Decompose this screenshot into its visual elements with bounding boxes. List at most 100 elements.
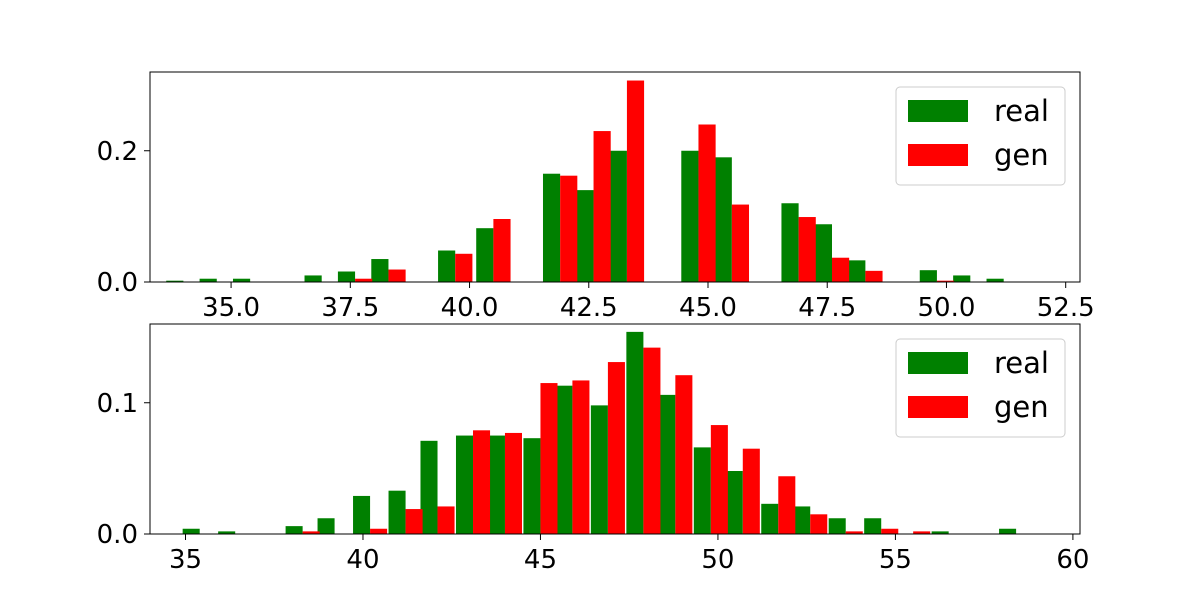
bar-gen bbox=[593, 131, 611, 282]
x-tick-label: 35 bbox=[169, 545, 202, 575]
bar-gen bbox=[698, 124, 716, 282]
bar-real bbox=[371, 259, 389, 282]
y-tick-label: 0.1 bbox=[97, 389, 138, 419]
x-tick-label: 42.5 bbox=[560, 293, 618, 323]
bar-real bbox=[420, 440, 438, 534]
bar-gen bbox=[405, 509, 423, 534]
bar-real bbox=[285, 526, 303, 534]
bar-gen bbox=[572, 380, 590, 534]
bar-gen bbox=[810, 514, 828, 534]
bar-real bbox=[626, 331, 644, 534]
legend-label-real: real bbox=[994, 94, 1049, 128]
bar-real bbox=[182, 528, 200, 534]
bar-gen bbox=[388, 269, 406, 282]
bar-real bbox=[609, 150, 627, 282]
bar-real bbox=[199, 278, 217, 282]
bar-gen bbox=[913, 531, 931, 534]
bottom-histogram-panel: 35 40 45 50 55 60 0.0 0.1 real gen bbox=[97, 323, 1089, 575]
bar-real bbox=[714, 157, 732, 282]
bar-gen bbox=[742, 448, 760, 534]
bar-real bbox=[793, 506, 811, 534]
bar-gen bbox=[626, 80, 645, 282]
bar-real bbox=[781, 203, 799, 282]
legend-swatch-gen bbox=[908, 396, 968, 418]
bar-real bbox=[317, 518, 335, 534]
bar-real bbox=[999, 528, 1017, 534]
bar-gen bbox=[302, 531, 320, 534]
legend-label-gen: gen bbox=[994, 390, 1049, 424]
y-tick-label: 0.0 bbox=[97, 268, 138, 298]
x-tick-label: 50 bbox=[701, 545, 734, 575]
y-tick-label: 0.2 bbox=[97, 137, 138, 167]
legend-label-gen: gen bbox=[994, 138, 1049, 172]
bar-real bbox=[304, 275, 322, 282]
bar-real bbox=[487, 435, 505, 534]
bar-gen bbox=[832, 257, 850, 282]
bar-real bbox=[218, 531, 236, 534]
bar-real bbox=[761, 503, 779, 534]
bar-gen bbox=[355, 278, 373, 282]
bar-real bbox=[576, 190, 594, 282]
bar-real bbox=[814, 224, 832, 282]
bar-real bbox=[919, 270, 937, 282]
bar-gen bbox=[798, 217, 816, 282]
bar-real bbox=[848, 260, 866, 282]
x-tick-label: 52.5 bbox=[1037, 293, 1095, 323]
legend-swatch-gen bbox=[908, 144, 968, 166]
bar-gen bbox=[455, 253, 473, 282]
bar-gen bbox=[675, 375, 693, 534]
bar-real bbox=[523, 438, 541, 534]
x-tick-label: 45.0 bbox=[679, 293, 737, 323]
bar-real bbox=[681, 150, 699, 282]
bar-real bbox=[353, 495, 371, 534]
bar-gen bbox=[560, 175, 578, 282]
bar-real bbox=[388, 490, 406, 534]
top-histogram-panel: 35.0 37.5 40.0 42.5 45.0 47.5 50.0 52.5 0.0 0.2 re… bbox=[97, 71, 1095, 323]
x-tick-label: 60 bbox=[1056, 545, 1089, 575]
x-tick-label: 45 bbox=[524, 545, 557, 575]
bar-real bbox=[590, 405, 608, 534]
x-tick-label: 40 bbox=[346, 545, 379, 575]
bar-real bbox=[658, 394, 676, 534]
bar-gen bbox=[504, 432, 522, 534]
bar-gen bbox=[370, 528, 388, 534]
legend-label-real: real bbox=[994, 346, 1049, 380]
bar-gen bbox=[437, 506, 455, 534]
x-tick-label: 40.0 bbox=[441, 293, 499, 323]
bar-real bbox=[693, 447, 711, 534]
x-tick-label: 55 bbox=[879, 545, 912, 575]
bar-gen bbox=[607, 362, 625, 534]
bar-real bbox=[166, 280, 184, 282]
bar-gen bbox=[493, 219, 511, 282]
bar-real bbox=[931, 531, 949, 534]
x-tick-label: 35.0 bbox=[202, 293, 260, 323]
x-tick-label: 47.5 bbox=[798, 293, 856, 323]
bar-gen bbox=[881, 528, 899, 534]
bar-gen bbox=[473, 430, 491, 534]
bar-real bbox=[542, 173, 561, 282]
bar-real bbox=[555, 385, 573, 534]
x-tick-label: 50.0 bbox=[918, 293, 976, 323]
legend-swatch-real bbox=[908, 352, 968, 374]
bar-gen bbox=[936, 280, 955, 282]
bar-gen bbox=[643, 347, 661, 534]
axes-frame bbox=[149, 71, 1081, 283]
bar-real bbox=[864, 518, 882, 534]
bar-real bbox=[438, 250, 456, 282]
bar-gen bbox=[865, 270, 883, 282]
bar-real bbox=[232, 278, 251, 282]
bar-real bbox=[337, 271, 356, 282]
bar-real bbox=[476, 228, 494, 282]
bar-real bbox=[986, 278, 1004, 282]
bar-gen bbox=[710, 425, 728, 534]
bar-real bbox=[828, 518, 846, 534]
bar-gen bbox=[540, 383, 558, 534]
legend-swatch-real bbox=[908, 100, 968, 122]
x-tick-label: 37.5 bbox=[321, 293, 379, 323]
bar-gen bbox=[731, 204, 750, 282]
bar-real bbox=[953, 275, 971, 282]
bar-real bbox=[455, 435, 474, 534]
axes-frame bbox=[149, 323, 1081, 535]
bar-gen bbox=[778, 476, 796, 534]
